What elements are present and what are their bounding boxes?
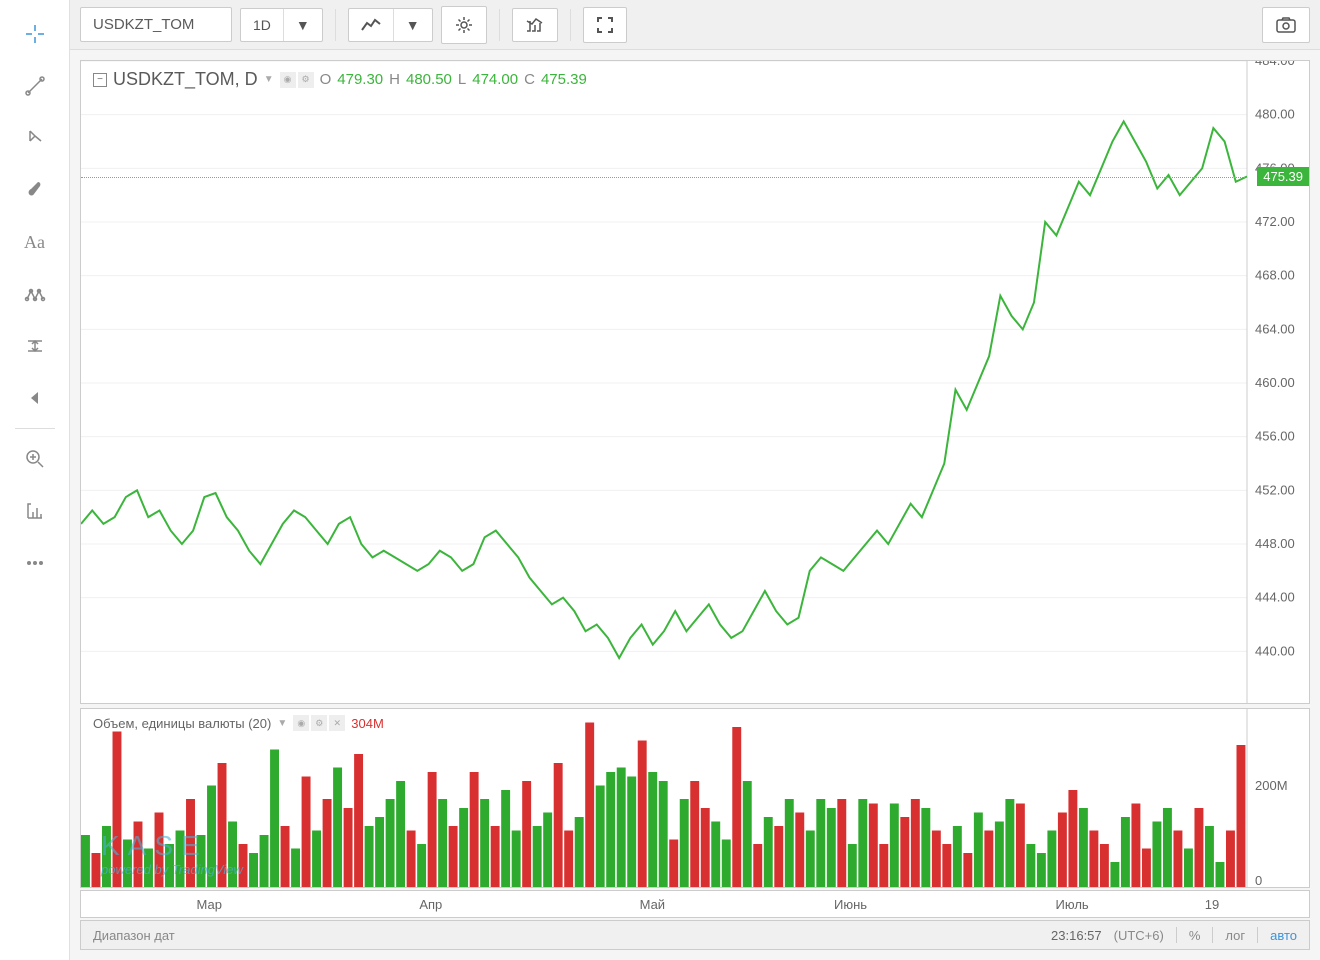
auto-button[interactable]: авто — [1270, 928, 1297, 943]
svg-text:460.00: 460.00 — [1255, 375, 1295, 390]
compare-icon[interactable] — [513, 9, 557, 41]
measure-icon[interactable] — [15, 491, 55, 531]
volume-title: Объем, единицы валюты (20) — [93, 716, 271, 731]
price-chart[interactable]: − USDKZT_TOM, D ▼ ◉ ⚙ O479.30 H480.50 L4… — [80, 60, 1310, 704]
svg-text:200M: 200M — [1255, 778, 1288, 793]
svg-text:0: 0 — [1255, 873, 1262, 887]
timeframe-dropdown[interactable]: ▼ — [284, 9, 322, 41]
current-price-tag: 475.39 — [1257, 167, 1309, 186]
close-icon[interactable]: ✕ — [329, 715, 345, 731]
eye-icon[interactable]: ◉ — [280, 72, 296, 88]
timezone: (UTC+6) — [1114, 928, 1164, 943]
svg-text:448.00: 448.00 — [1255, 536, 1295, 551]
svg-text:464.00: 464.00 — [1255, 321, 1295, 336]
symbol-input[interactable]: USDKZT_TOM — [81, 8, 231, 41]
timeframe-button[interactable]: 1D — [241, 9, 284, 41]
text-icon[interactable]: Aa — [15, 222, 55, 262]
svg-text:444.00: 444.00 — [1255, 590, 1295, 605]
footer: Диапазон дат 23:16:57 (UTC+6) % лог авто — [80, 920, 1310, 950]
drawing-toolbar: Aa — [0, 0, 70, 960]
long-short-icon[interactable] — [15, 326, 55, 366]
svg-text:484.00: 484.00 — [1255, 61, 1295, 68]
percent-button[interactable]: % — [1189, 928, 1201, 943]
watermark: KASE powered by TradingView — [101, 830, 243, 877]
svg-text:480.00: 480.00 — [1255, 107, 1295, 122]
eye-icon[interactable]: ◉ — [293, 715, 309, 731]
svg-text:468.00: 468.00 — [1255, 268, 1295, 283]
brush-icon[interactable] — [15, 170, 55, 210]
snapshot-icon[interactable] — [1263, 8, 1309, 42]
volume-chart[interactable]: Объем, единицы валюты (20) ▼ ◉ ⚙ ✕ 304M … — [80, 708, 1310, 888]
gear-icon[interactable]: ⚙ — [311, 715, 327, 731]
chart-title: USDKZT_TOM, D — [113, 69, 258, 90]
zoom-icon[interactable] — [15, 439, 55, 479]
trendline-icon[interactable] — [15, 66, 55, 106]
date-range-button[interactable]: Диапазон дат — [93, 928, 175, 943]
svg-text:472.00: 472.00 — [1255, 214, 1295, 229]
chart-style-dropdown[interactable]: ▼ — [394, 9, 432, 41]
log-button[interactable]: лог — [1225, 928, 1245, 943]
ohlc-readout: O479.30 H480.50 L474.00 C475.39 — [320, 71, 587, 88]
top-toolbar: USDKZT_TOM 1D ▼ ▼ — [70, 0, 1320, 50]
gear-icon[interactable]: ⚙ — [298, 72, 314, 88]
svg-text:456.00: 456.00 — [1255, 429, 1295, 444]
fullscreen-icon[interactable] — [584, 8, 626, 42]
pattern-icon[interactable] — [15, 274, 55, 314]
crosshair-icon[interactable] — [15, 14, 55, 54]
settings-icon[interactable] — [442, 7, 486, 43]
svg-text:440.00: 440.00 — [1255, 643, 1295, 658]
collapse-icon[interactable]: − — [93, 73, 107, 87]
x-axis[interactable]: МарАпрМайИюньИюль19 — [80, 890, 1310, 918]
chevron-down-icon[interactable]: ▼ — [264, 74, 274, 85]
svg-text:452.00: 452.00 — [1255, 482, 1295, 497]
pitchfork-icon[interactable] — [15, 118, 55, 158]
clock-time: 23:16:57 — [1051, 928, 1102, 943]
arrow-left-icon[interactable] — [15, 378, 55, 418]
chart-style-icon[interactable] — [349, 9, 394, 41]
chevron-down-icon[interactable]: ▼ — [277, 718, 287, 729]
volume-value: 304M — [351, 716, 384, 731]
more-icon[interactable] — [15, 543, 55, 583]
